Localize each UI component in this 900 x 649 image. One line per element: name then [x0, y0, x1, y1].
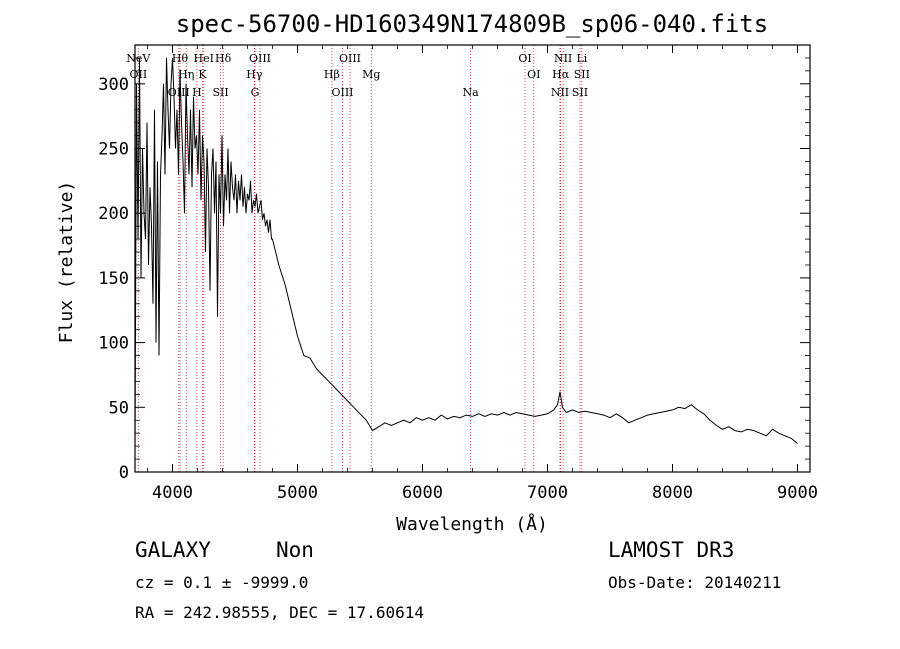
line-label-3: Hθ [172, 52, 189, 65]
line-label-6: HeI [194, 52, 214, 65]
line-label-17: Na [463, 86, 480, 99]
x-tick-label-7000: 7000 [527, 483, 568, 503]
line-label-25: SII [574, 68, 590, 81]
spectral-line-labels: NeVOIIOIIIHθHηHHeIKSIIHδHγGOIIIHβOIIIOII… [126, 52, 590, 99]
line-label-10: Hγ [246, 68, 263, 81]
coordinates: RA = 242.98555, DEC = 17.60614 [135, 603, 424, 622]
y-tick-label-300: 300 [98, 75, 129, 95]
line-label-14: OIII [331, 86, 353, 99]
line-label-21: NII [554, 52, 572, 65]
chart-title: spec-56700-HD160349N174809B_sp06-040.fit… [176, 10, 768, 38]
y-tick-label-50: 50 [109, 398, 129, 418]
flux-series-line [134, 57, 798, 447]
line-label-24: Li [576, 52, 587, 65]
x-tick-label-4000: 4000 [152, 483, 193, 503]
line-label-1: OII [130, 68, 148, 81]
line-label-12: OIII [249, 52, 271, 65]
x-tick-label-9000: 9000 [777, 483, 818, 503]
line-label-9: Hδ [215, 52, 232, 65]
obs-date: Obs-Date: 20140211 [608, 573, 782, 592]
line-label-4: Hη [178, 68, 194, 81]
y-axis-ticks: 0 50 100 150 200 250 300 [98, 57, 810, 483]
line-label-5: H [192, 86, 202, 99]
line-label-8: SII [213, 86, 229, 99]
line-label-19: OI [527, 68, 540, 81]
line-label-18: OI [518, 52, 531, 65]
object-subclass: Non [276, 538, 314, 562]
x-axis-ticks: 4000 5000 6000 7000 8000 9000 [147, 45, 818, 503]
y-tick-label-200: 200 [98, 204, 129, 224]
x-tick-label-5000: 5000 [277, 483, 318, 503]
plot-frame [134, 44, 811, 473]
y-tick-label-0: 0 [119, 463, 129, 483]
line-label-22: Hα [552, 68, 570, 81]
line-label-23: SII [572, 86, 588, 99]
line-label-20: NII [551, 86, 569, 99]
y-tick-label-250: 250 [98, 140, 129, 160]
y-tick-label-100: 100 [98, 334, 129, 354]
line-label-15: OIII [339, 52, 361, 65]
line-label-0: NeV [126, 52, 151, 65]
line-label-11: G [251, 86, 260, 99]
x-axis-label: Wavelength (Å) [396, 513, 548, 535]
y-tick-label-150: 150 [98, 269, 129, 289]
y-axis-label: Flux (relative) [56, 181, 77, 344]
survey-name: LAMOST DR3 [608, 538, 735, 562]
line-label-16: Mg [362, 68, 380, 81]
spectral-line-markers [137, 45, 583, 472]
redshift: cz = 0.1 ± -9999.0 [135, 573, 309, 592]
x-tick-label-8000: 8000 [652, 483, 693, 503]
line-label-13: Hβ [324, 68, 340, 81]
line-label-7: K [198, 68, 207, 81]
object-class: GALAXY [135, 538, 211, 562]
x-tick-label-6000: 6000 [402, 483, 443, 503]
